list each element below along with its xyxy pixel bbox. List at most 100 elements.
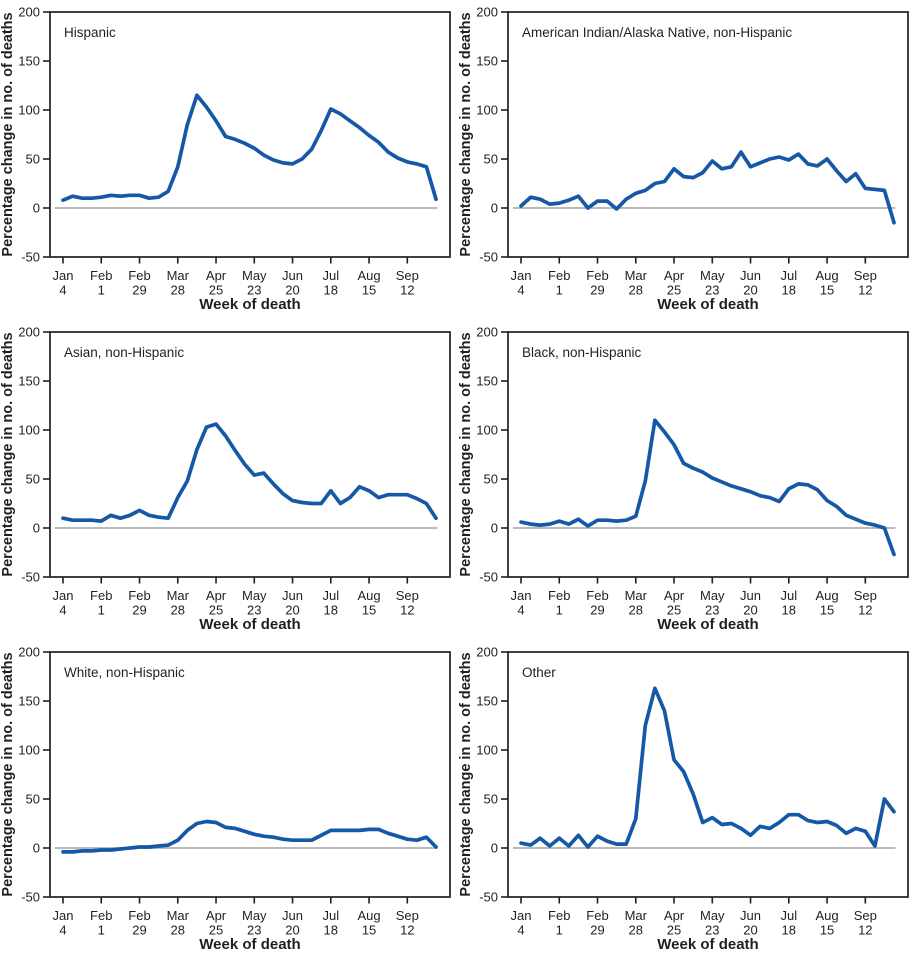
x-tick-label-month: May	[700, 268, 725, 283]
x-tick-label-month: Jun	[740, 268, 761, 283]
x-tick-label-day: 18	[782, 283, 796, 298]
x-tick-label-month: Jul	[322, 588, 339, 603]
y-tick-label: 200	[476, 645, 498, 660]
chart-other: 200150100500-50Jan4Feb1Feb29Mar28Apr25Ma…	[458, 645, 909, 953]
x-tick-label-day: 25	[209, 603, 223, 618]
x-tick-label-day: 20	[743, 283, 757, 298]
panel-title: Black, non-Hispanic	[522, 345, 642, 360]
x-tick-label-month: Jul	[780, 588, 797, 603]
chart-white: 200150100500-50Jan4Feb1Feb29Mar28Apr25Ma…	[0, 645, 451, 953]
y-tick-label: 50	[484, 152, 498, 167]
x-tick-label-month: Sep	[396, 588, 419, 603]
x-tick-label-day: 29	[132, 603, 146, 618]
x-tick-label-month: Feb	[586, 908, 608, 923]
x-tick-label-day: 20	[285, 283, 299, 298]
x-tick-label-month: Jun	[282, 588, 303, 603]
x-tick-label-day: 28	[629, 603, 643, 618]
x-tick-label-month: Aug	[815, 268, 838, 283]
y-tick-label: -50	[479, 890, 498, 905]
y-axis-title: Percentage change in no. of deaths	[458, 332, 474, 576]
panel-cell-hispanic: 200 150 100 50 0 -50 Jan 4 Feb 1 Feb 29 Mar 28 Apr 25 Ma…	[0, 0, 458, 320]
x-tick-label-month: Aug	[815, 588, 838, 603]
data-line	[519, 418, 896, 557]
y-tick-label: 100	[476, 743, 498, 758]
y-tick-label: 100	[476, 423, 498, 438]
x-tick-label-day: 4	[517, 283, 524, 298]
y-tick-label: -50	[21, 890, 40, 905]
x-tick-label-day: 1	[556, 923, 563, 938]
x-tick-label-day: 20	[285, 603, 299, 618]
y-tick-label: 100	[18, 103, 40, 118]
x-tick-label-month: Aug	[357, 268, 380, 283]
y-tick-label: 100	[18, 423, 40, 438]
x-tick-label-month: Sep	[396, 908, 419, 923]
x-tick-label-month: Jan	[53, 588, 74, 603]
x-tick-label-month: Apr	[206, 908, 227, 923]
x-tick-label-month: Sep	[396, 268, 419, 283]
x-tick-label-month: Jun	[740, 908, 761, 923]
x-tick-label-month: Jul	[322, 268, 339, 283]
data-line	[61, 819, 438, 854]
x-tick-label-month: Feb	[128, 588, 150, 603]
x-tick-label-month: Mar	[167, 588, 190, 603]
x-tick-label-day: 25	[667, 283, 681, 298]
plot-box	[507, 651, 909, 898]
x-tick-label-month: Aug	[815, 908, 838, 923]
x-tick-label-month: Feb	[586, 588, 608, 603]
y-tick-label: 150	[476, 374, 498, 389]
x-tick-label-day: 29	[590, 283, 604, 298]
y-tick-label: 50	[26, 152, 40, 167]
y-axis-title: Percentage change in no. of deaths	[0, 332, 16, 576]
x-tick-label-day: 15	[362, 923, 376, 938]
x-tick-label-day: 23	[705, 283, 719, 298]
x-tick-label-month: Jun	[282, 268, 303, 283]
x-tick-label-day: 12	[858, 283, 872, 298]
x-tick-label-month: Apr	[206, 268, 227, 283]
chart-hispanic: 200150100500-50Jan4Feb1Feb29Mar28Apr25Ma…	[0, 5, 451, 313]
x-tick-label-day: 4	[59, 603, 66, 618]
y-tick-label: 150	[476, 54, 498, 69]
x-tick-label-month: Jul	[780, 908, 797, 923]
x-tick-label-month: Feb	[128, 908, 150, 923]
x-tick-label-day: 28	[171, 603, 185, 618]
x-axis-title: Week of death	[657, 296, 758, 313]
x-tick-label-day: 1	[556, 283, 563, 298]
y-tick-label: 150	[476, 694, 498, 709]
panel-title: American Indian/Alaska Native, non-Hispa…	[522, 25, 792, 40]
y-tick-label: 0	[491, 521, 498, 536]
y-tick-label: -50	[21, 250, 40, 265]
x-tick-label-month: Jan	[511, 908, 532, 923]
x-tick-label-month: May	[700, 588, 725, 603]
y-tick-label: 0	[33, 521, 40, 536]
x-tick-label-day: 29	[590, 923, 604, 938]
y-tick-label: 0	[491, 841, 498, 856]
y-axis-title: Percentage change in no. of deaths	[0, 652, 16, 896]
panel-title: White, non-Hispanic	[64, 665, 185, 680]
x-tick-label-month: Mar	[167, 268, 190, 283]
x-tick-label-day: 23	[247, 603, 261, 618]
x-axis-title: Week of death	[199, 936, 300, 953]
chart-american-indian-alaska-native: 200150100500-50Jan4Feb1Feb29Mar28Apr25Ma…	[458, 5, 909, 313]
x-tick-label-month: Sep	[854, 588, 877, 603]
x-axis-title: Week of death	[657, 616, 758, 633]
plot-box	[507, 331, 909, 578]
x-tick-label-month: Feb	[586, 268, 608, 283]
x-tick-label-month: Feb	[548, 268, 570, 283]
x-tick-label-month: Mar	[625, 908, 648, 923]
x-tick-label-month: Jan	[53, 268, 74, 283]
x-tick-label-month: Feb	[90, 588, 112, 603]
x-tick-label-day: 4	[59, 283, 66, 298]
y-axis-title: Percentage change in no. of deaths	[458, 652, 474, 896]
x-tick-label-month: Jan	[511, 588, 532, 603]
y-tick-label: -50	[21, 570, 40, 585]
x-tick-label-month: Sep	[854, 908, 877, 923]
x-tick-label-day: 18	[324, 283, 338, 298]
x-tick-label-day: 15	[362, 283, 376, 298]
y-tick-label: 0	[33, 841, 40, 856]
x-tick-label-day: 4	[517, 603, 524, 618]
x-tick-label-month: Feb	[90, 268, 112, 283]
x-tick-label-day: 1	[98, 603, 105, 618]
x-tick-label-month: Feb	[90, 908, 112, 923]
panel-title: Asian, non-Hispanic	[64, 345, 184, 360]
